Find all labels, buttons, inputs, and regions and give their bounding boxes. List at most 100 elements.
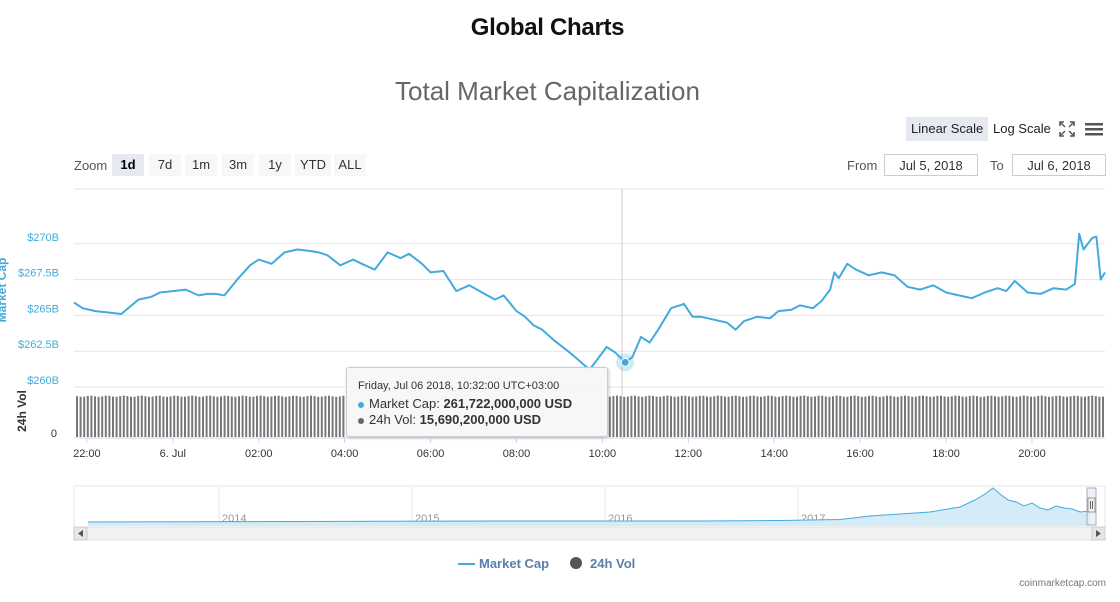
vol-bar [1048,396,1050,437]
vol-bar [1062,396,1065,437]
vol-bar [878,396,881,437]
tooltip: Friday, Jul 06 2018, 10:32:00 UTC+03:00 … [346,367,608,437]
vol-bar [94,396,96,437]
zoom-button-ytd[interactable]: YTD [295,154,331,176]
vol-bar [864,396,867,437]
to-date-input[interactable] [1012,154,1106,176]
zoom-button-all[interactable]: ALL [334,154,366,176]
vol-bar [720,395,723,437]
vol-bar [155,395,158,437]
vol-bar [796,396,798,437]
scroll-left-button[interactable] [73,526,88,541]
vol-bar [1069,396,1072,437]
vol-bar [770,395,773,437]
navigator-scrollbar[interactable] [73,526,1106,541]
vol-bar [713,396,716,437]
log-scale-button[interactable]: Log Scale [993,121,1051,136]
scroll-right-button[interactable] [1091,526,1106,541]
vol-bar [144,396,147,437]
fullscreen-icon[interactable] [1059,121,1075,137]
zoom-button-7d[interactable]: 7d [149,154,181,176]
vol-bar [792,396,795,437]
vol-bar [709,396,712,437]
y-tick-label: $270B [27,232,59,244]
vol-bar [749,395,752,437]
vol-bar [958,395,960,437]
vol-bar [976,396,978,437]
vol-bar [781,396,784,437]
vol-bar [724,396,726,437]
zoom-button-3m[interactable]: 3m [222,154,254,176]
tooltip-vol-dot [358,417,364,424]
hover-point[interactable] [620,357,630,367]
vol-bar [137,395,140,437]
page-title: Global Charts [470,14,625,41]
vol-bar [947,396,950,437]
vol-bar [292,395,294,437]
vol-bar [839,395,842,437]
vol-bar [101,396,104,437]
vol-bar [828,396,831,437]
zoom-button-1d[interactable]: 1d [112,154,144,176]
vol-tick-0: 0 [51,428,57,440]
x-tick-label: 16:00 [846,448,874,460]
legend-24h-vol[interactable]: 24h Vol [590,556,636,571]
vol-bar [191,395,194,437]
from-label: From [847,158,878,173]
vol-bar [180,396,183,437]
navigator-handle[interactable] [1087,497,1096,513]
vol-bar [666,395,669,437]
from-date-input[interactable] [884,154,978,176]
vol-bar [194,396,197,437]
y-tick-label: $267.5B [18,268,59,280]
zoom-button-1m[interactable]: 1m [185,154,217,176]
vol-bar [270,396,273,437]
navigator[interactable] [73,485,1106,528]
vol-bar [1022,395,1025,437]
vol-bar [943,396,946,437]
vol-bar [821,395,824,437]
vol-bar [968,396,971,437]
vol-bar [662,396,665,437]
chart-title: Total Market Capitalization [395,76,700,106]
vol-bar [637,396,640,437]
vol-bar [706,396,708,437]
vol-bar [983,396,986,437]
zoom-button-1y[interactable]: 1y [259,154,291,176]
vol-bar [734,395,737,437]
vol-bar [954,395,957,437]
vol-bar [126,396,129,437]
navigator-tick-label: 2016 [608,513,632,525]
vol-bar [306,396,309,437]
vol-bar [940,395,942,437]
vol-bar [900,396,903,437]
vol-bar [994,396,996,437]
y-tick-label: $260B [27,375,59,387]
menu-icon[interactable] [1084,121,1104,137]
vol-bar [788,396,791,437]
vol-bar [767,395,770,437]
credits[interactable]: coinmarketcap.com [1019,578,1106,589]
vol-bar [1037,395,1040,437]
x-tick-label: 14:00 [760,448,788,460]
tooltip-marketcap-value: 261,722,000,000 USD [443,396,573,411]
legend-market-cap[interactable]: Market Cap [479,556,550,571]
vol-bar [220,396,222,437]
x-tick-label: 02:00 [245,448,273,460]
vol-bar [774,396,777,437]
y-tick-label: $262.5B [18,339,59,351]
vol-bar [756,396,759,437]
vol-bar [824,396,827,437]
navigator-selection[interactable] [1086,487,1097,526]
vol-bar [299,396,302,437]
vol-bar [630,395,633,437]
vol-bar [76,396,78,437]
vol-bar [202,396,204,437]
vol-bar [187,396,190,437]
legend-vol-symbol [570,557,582,569]
vol-bar [842,396,845,437]
vol-bar [644,396,647,437]
vol-bar [626,396,629,437]
linear-scale-button[interactable]: Linear Scale [906,117,989,141]
vol-bar [634,395,636,437]
